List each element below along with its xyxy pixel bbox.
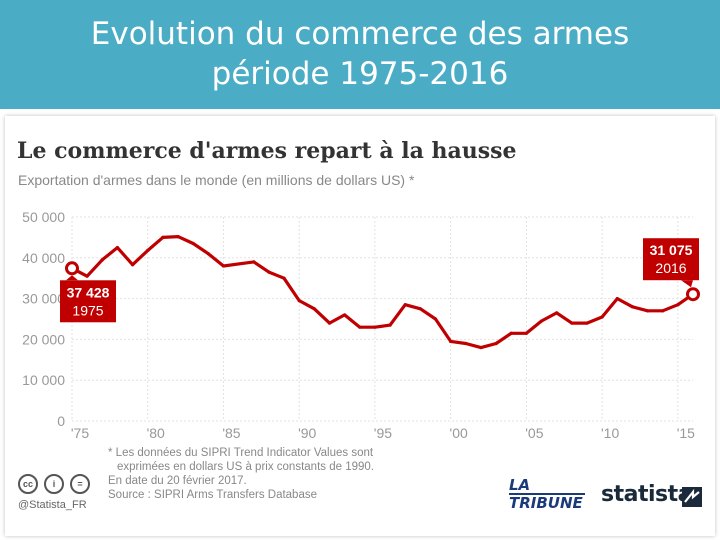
data-point <box>494 341 498 346</box>
annotation-pointer <box>681 280 693 288</box>
annotation-value: 31 075 <box>650 242 693 258</box>
footnote-line: * Les données du SIPRI Trend Indicator V… <box>108 447 374 459</box>
data-point <box>418 307 422 311</box>
grid-lines <box>71 216 693 422</box>
x-tick-label: '75 <box>71 425 89 441</box>
logo-text-la: LA <box>509 476 531 494</box>
attribution-icon: i <box>44 474 64 494</box>
statista-logo: statista <box>601 482 692 507</box>
y-tick-label: 40 000 <box>22 250 65 266</box>
data-point <box>570 321 574 325</box>
la-tribune-logo: LA TRIBUNE <box>509 478 587 512</box>
x-tick-label: '85 <box>222 425 240 441</box>
data-point <box>524 331 528 335</box>
data-point <box>630 305 635 309</box>
data-point <box>267 270 271 274</box>
data-point <box>555 311 559 315</box>
logo-text-tribune: TRIBUNE <box>509 493 585 512</box>
data-point <box>358 325 362 329</box>
data-point <box>176 234 180 239</box>
x-axis-ticks: '75 '80 '85 '90 '95 '00 '05 '10 '15 <box>71 425 695 441</box>
chart-subtitle: Exportation d'armes dans le monde (en mi… <box>18 172 415 188</box>
x-tick-label: '80 <box>147 425 165 441</box>
data-point <box>388 323 392 327</box>
y-tick-label: 10 000 <box>22 372 65 388</box>
data-point <box>539 319 544 323</box>
series-arms-exports <box>70 234 695 350</box>
x-tick-label: '00 <box>450 425 468 441</box>
data-point <box>343 313 347 317</box>
x-tick-label: '10 <box>601 425 619 441</box>
no-derivatives-icon: = <box>70 474 90 494</box>
data-point <box>509 331 513 335</box>
y-tick-label: 0 <box>57 413 65 429</box>
data-point <box>403 303 407 307</box>
data-point <box>676 303 680 307</box>
data-point <box>252 260 256 264</box>
data-point <box>297 299 301 303</box>
x-tick-label: '90 <box>298 425 316 441</box>
x-tick-label: '05 <box>525 425 543 441</box>
data-point <box>146 248 150 253</box>
annotation-year: 2016 <box>655 260 686 276</box>
x-tick-label: '15 <box>677 425 695 441</box>
y-tick-label: 50 000 <box>22 209 65 225</box>
data-point <box>312 307 316 311</box>
statista-logo-icon <box>682 487 702 507</box>
annotations: 37 428 1975 31 075 2016 <box>60 238 700 323</box>
date-note: En date du 20 février 2017. <box>108 475 247 487</box>
data-point <box>221 264 226 268</box>
footnote-line: exprimées en dollars US à prix constants… <box>117 461 374 473</box>
data-point <box>585 321 589 325</box>
annotation-value: 37 428 <box>67 284 110 300</box>
annotation-box <box>60 280 116 323</box>
data-point <box>600 315 604 319</box>
source-note: Source : SIPRI Arms Transfers Database <box>108 489 317 501</box>
title-banner: Evolution du commerce des armes période … <box>0 0 720 109</box>
banner-title-line-2: période 1975-2016 <box>211 56 509 92</box>
data-point <box>327 321 332 325</box>
data-point <box>206 252 210 256</box>
y-tick-label: 20 000 <box>22 331 65 347</box>
data-point <box>282 276 286 280</box>
creative-commons-badges: cc i = <box>18 474 90 494</box>
x-tick-label: '95 <box>374 425 392 441</box>
endpoint-marker <box>65 261 79 276</box>
data-point <box>115 246 120 250</box>
data-point <box>449 339 453 344</box>
cc-icon: cc <box>18 474 38 494</box>
data-point <box>100 258 104 262</box>
annotation-box <box>643 238 699 281</box>
social-handle: @Statista_FR <box>18 499 87 511</box>
data-point <box>615 297 619 301</box>
y-axis-ticks: 0 10 000 20 000 30 000 40 000 50 000 <box>22 209 65 429</box>
chart-title: Le commerce d'armes repart à la hausse <box>17 138 517 164</box>
data-point <box>373 325 377 329</box>
data-point <box>464 341 468 346</box>
banner-title-line-1: Evolution du commerce des armes <box>90 16 630 52</box>
data-point <box>433 317 438 321</box>
data-point <box>191 241 195 246</box>
footnotes: * Les données du SIPRI Trend Indicator V… <box>108 446 374 502</box>
data-point <box>645 309 650 313</box>
data-point <box>130 263 135 267</box>
endpoint-marker <box>686 287 700 302</box>
y-tick-label: 30 000 <box>22 291 65 307</box>
data-point <box>661 309 665 313</box>
series-line <box>70 235 695 350</box>
data-point <box>161 235 165 239</box>
annotation-year: 1975 <box>72 302 103 318</box>
data-point <box>85 274 89 278</box>
data-point <box>479 345 483 350</box>
annotation-pointer <box>66 275 78 281</box>
data-point <box>237 262 241 266</box>
